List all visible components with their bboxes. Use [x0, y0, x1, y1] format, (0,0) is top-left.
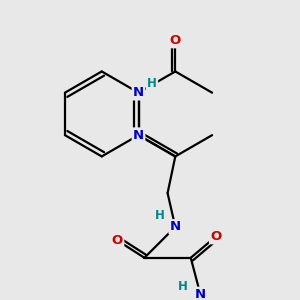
Text: N: N — [133, 129, 144, 142]
Text: H: H — [147, 76, 157, 89]
Text: H: H — [178, 280, 188, 293]
Text: O: O — [170, 34, 181, 47]
Text: N: N — [133, 86, 144, 99]
Text: N: N — [195, 288, 206, 300]
Text: O: O — [210, 230, 221, 243]
Text: H: H — [155, 209, 165, 222]
Text: N: N — [170, 220, 181, 233]
Text: O: O — [112, 234, 123, 247]
